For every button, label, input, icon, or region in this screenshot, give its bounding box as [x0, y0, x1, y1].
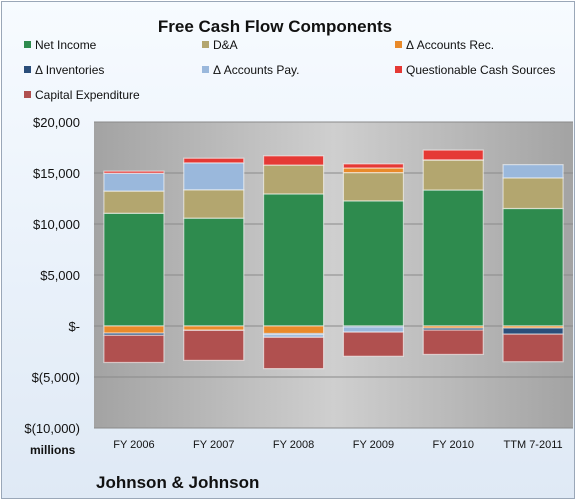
company-label: Johnson & Johnson: [96, 473, 259, 492]
bar-segment: [502, 327, 564, 335]
bar-segment: [342, 163, 405, 169]
bar-segment: [103, 334, 165, 364]
chart-title: Free Cash Flow Components: [158, 17, 392, 36]
legend-label: Net Income: [35, 38, 97, 52]
x-tick-label: FY 2010: [433, 439, 474, 451]
bar-segment: [502, 177, 564, 210]
y-tick-label: $-: [68, 319, 80, 334]
legend-swatch: [24, 91, 31, 98]
bar-segment: [183, 189, 245, 219]
bar-segment: [422, 329, 484, 356]
legend: Net Income D&A Δ Accounts Rec. Δ Inventorie…: [24, 38, 555, 102]
legend-swatch: [202, 66, 209, 73]
legend-swatch: [395, 41, 402, 48]
bar-segment: [183, 329, 245, 361]
bar-segment: [422, 189, 484, 327]
bar-segment: [502, 207, 564, 327]
bar-segment: [342, 200, 405, 327]
bar-segment: [262, 336, 325, 370]
x-tick-label: FY 2006: [113, 439, 154, 451]
bar-segment: [422, 159, 484, 191]
y-tick-label: $(10,000): [24, 421, 80, 436]
legend-label: Δ Accounts Pay.: [213, 63, 300, 77]
bar-segment: [502, 333, 564, 363]
bar-segment: [262, 325, 325, 335]
bar-segment: [183, 162, 245, 191]
bar-segment: [103, 172, 165, 192]
y-tick-label: $15,000: [33, 166, 80, 181]
legend-label: D&A: [213, 38, 238, 52]
x-tick-label: FY 2007: [193, 439, 234, 451]
legend-label: Δ Accounts Rec.: [406, 38, 494, 52]
legend-label: Δ Inventories: [35, 63, 104, 77]
bar-segment: [262, 155, 325, 166]
bar-segment: [183, 325, 245, 331]
bar-segment: [342, 331, 405, 357]
legend-swatch: [24, 41, 31, 48]
y-unit-label: millions: [30, 443, 76, 457]
bar-segment: [502, 164, 564, 179]
bar-segment: [262, 164, 325, 195]
legend-label: Capital Expenditure: [35, 88, 140, 102]
legend-swatch: [395, 66, 402, 73]
bar-segment: [422, 149, 484, 161]
bar-segment: [103, 325, 165, 334]
bar-segment: [183, 157, 245, 164]
bars: [103, 149, 564, 370]
y-tick-label: $20,000: [33, 115, 80, 130]
bar-segment: [342, 167, 405, 174]
bar-segment: [183, 217, 245, 327]
bar-segment: [262, 193, 325, 327]
y-axis: $20,000 $15,000 $10,000 $5,000 $- $(5,000) $(1…: [24, 115, 80, 436]
bar-segment: [103, 190, 165, 214]
gridlines: [94, 121, 573, 429]
bar-segment: [103, 212, 165, 327]
x-axis: FY 2006 FY 2007 FY 2008 FY 2009 FY 2010 TTM 7…: [113, 439, 562, 451]
x-tick-label: FY 2009: [353, 439, 394, 451]
legend-swatch: [24, 66, 31, 73]
y-tick-label: $5,000: [40, 268, 80, 283]
x-tick-label: TTM 7-2011: [504, 439, 563, 451]
legend-swatch: [202, 41, 209, 48]
legend-label: Questionable Cash Sources: [406, 63, 555, 77]
y-tick-label: $(5,000): [32, 370, 80, 385]
bar-segment: [342, 326, 405, 333]
bar-segment: [342, 171, 405, 202]
x-tick-label: FY 2008: [273, 439, 314, 451]
bar-segment: [103, 170, 165, 174]
y-tick-label: $10,000: [33, 217, 80, 232]
